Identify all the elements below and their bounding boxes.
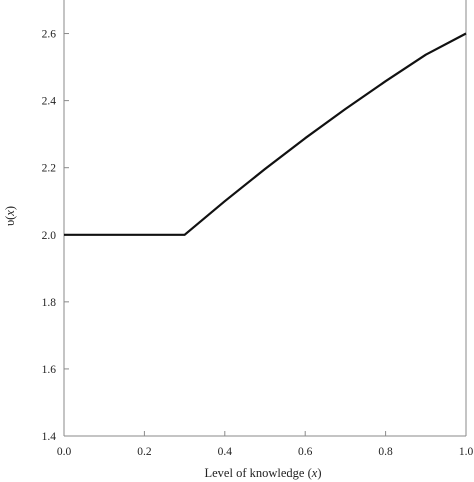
x-axis-label: Level of knowledge (x) bbox=[205, 466, 322, 480]
plot-area bbox=[64, 32, 467, 236]
x-tick-label: 0.4 bbox=[218, 446, 233, 458]
y-tick-label: 1.8 bbox=[42, 297, 57, 309]
series-line bbox=[64, 32, 467, 236]
y-tick-label: 2.4 bbox=[42, 96, 57, 108]
x-tick-label: 1.0 bbox=[459, 446, 474, 458]
x-tick-label: 0.2 bbox=[137, 446, 152, 458]
y-axis-label: υ(x) bbox=[3, 206, 17, 226]
axes: 0.0 0.2 0.4 0.6 0.8 1.0 1.4 1.6 1.8 2.0 2.2 2.4 2.6 bbox=[42, 0, 474, 458]
y-tick-label: 2.0 bbox=[42, 230, 57, 242]
y-tick-label: 2.6 bbox=[42, 29, 57, 41]
x-tick-label: 0.8 bbox=[378, 446, 393, 458]
y-tick-label: 1.6 bbox=[42, 364, 57, 376]
y-tick-label: 1.4 bbox=[42, 431, 57, 443]
x-tick-label: 0.6 bbox=[298, 446, 313, 458]
x-tick-label: 0.0 bbox=[57, 446, 72, 458]
y-tick-label: 2.2 bbox=[42, 163, 57, 175]
